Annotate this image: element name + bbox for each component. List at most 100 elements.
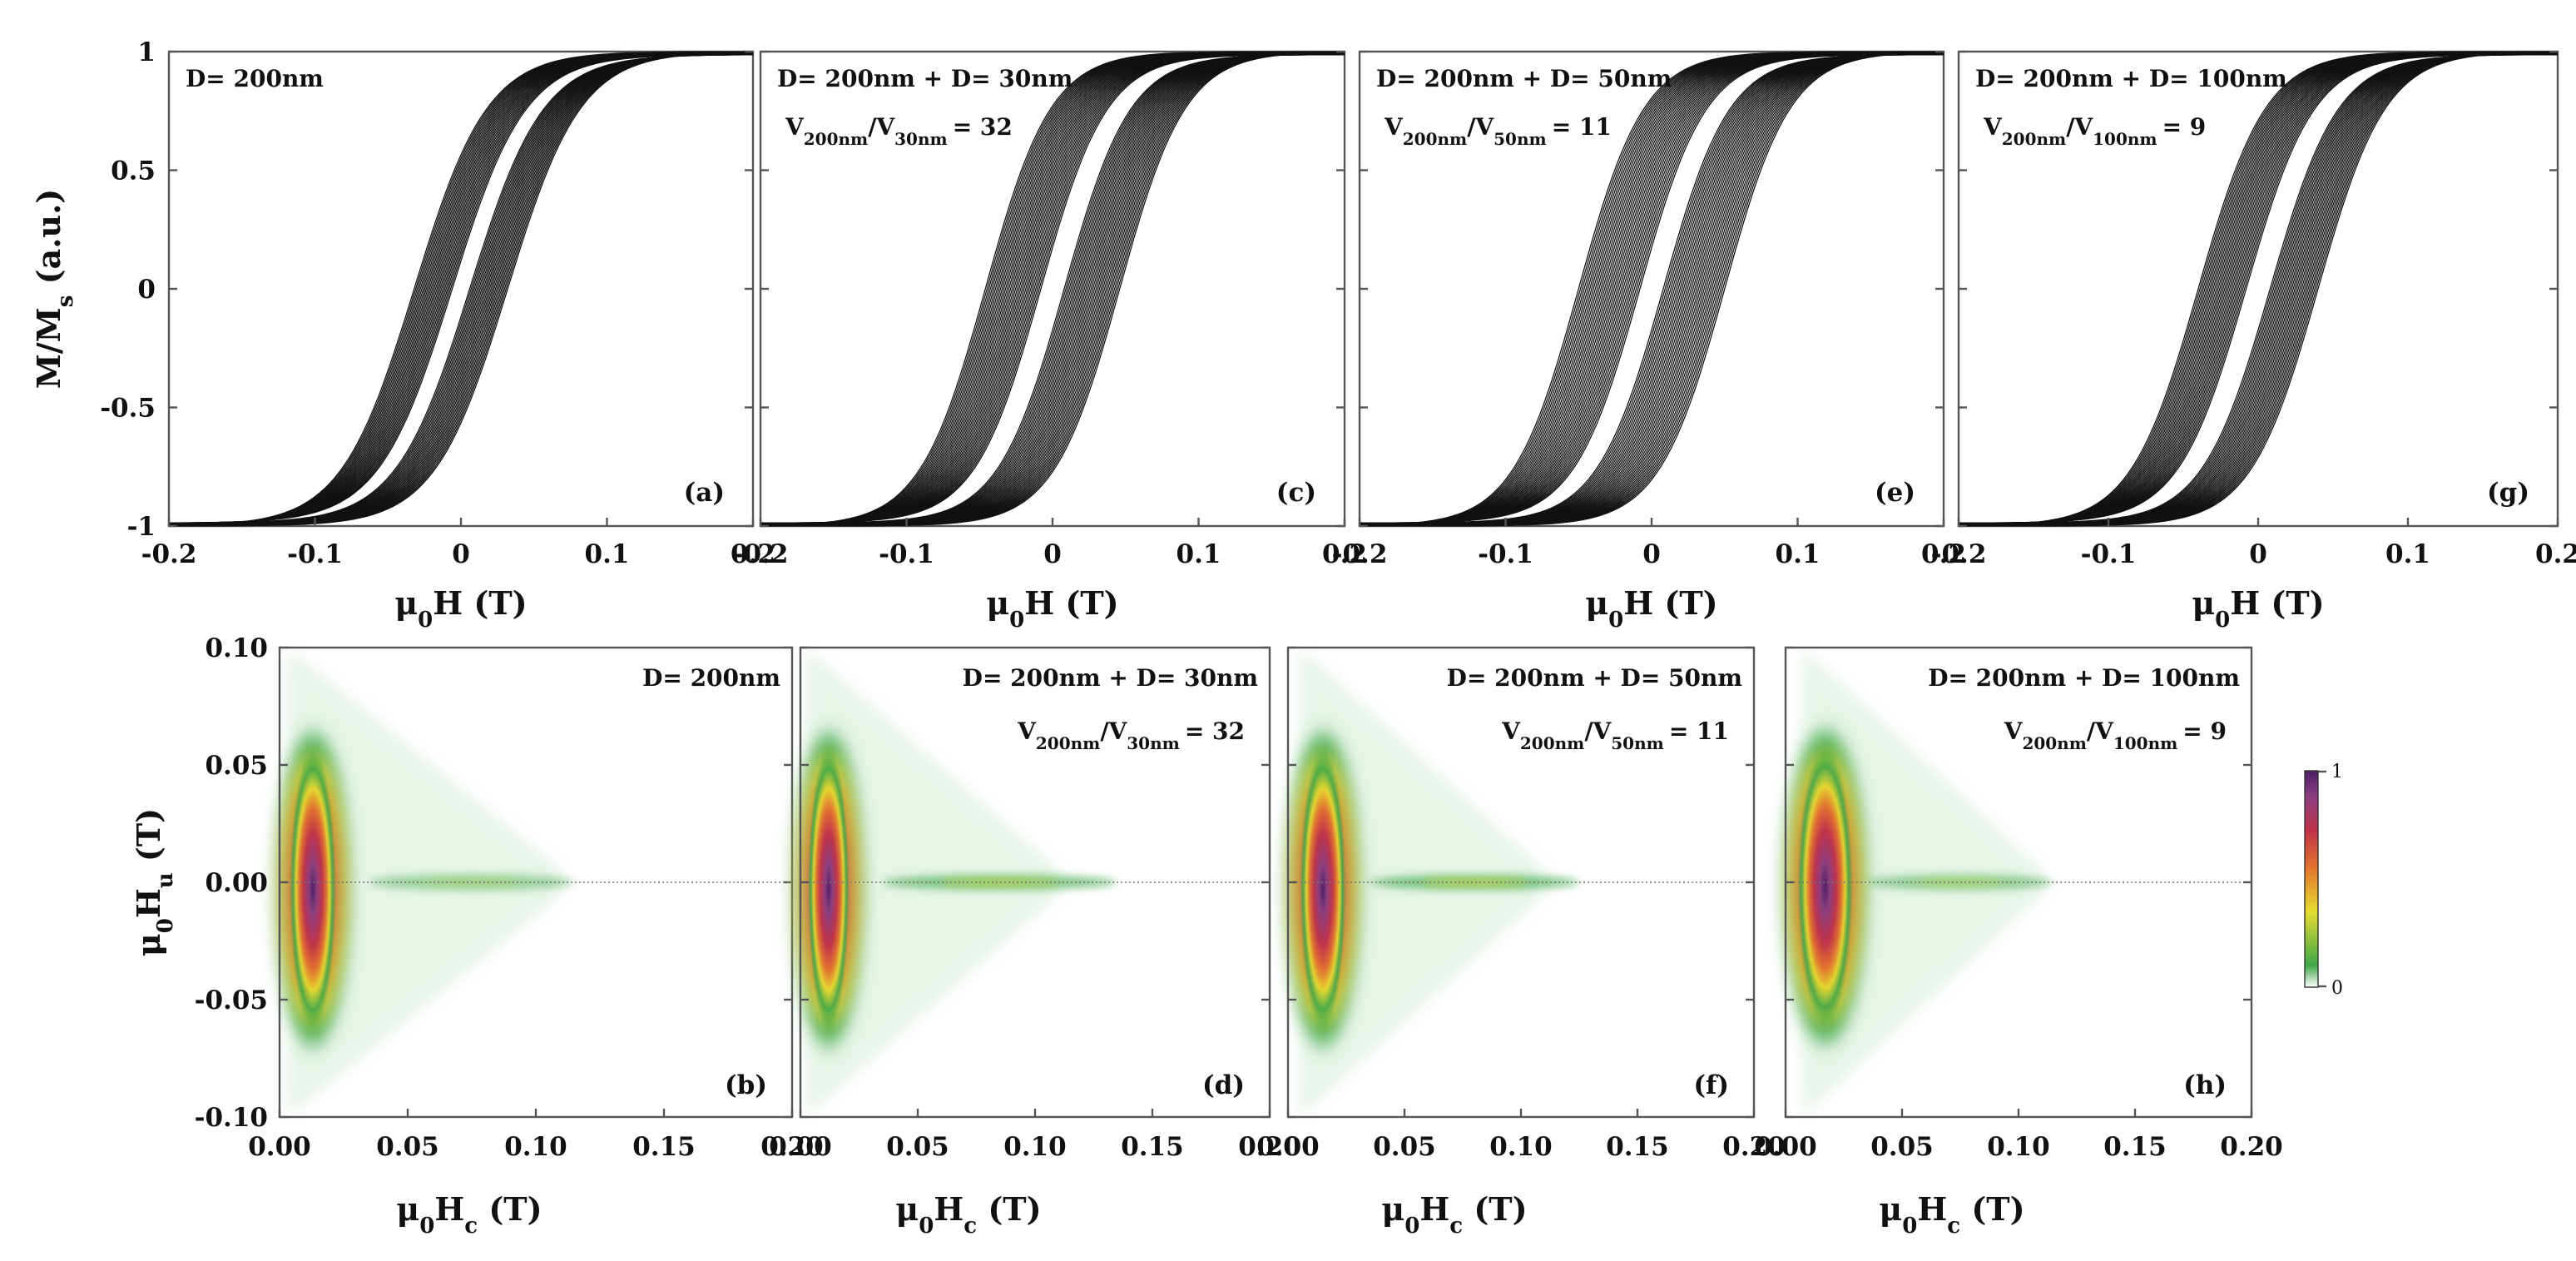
loop-branch bbox=[1359, 51, 1944, 526]
x-axis-label-sym: μ bbox=[986, 584, 1009, 622]
loop-branch bbox=[1360, 52, 1944, 527]
loop-branch bbox=[1958, 54, 2558, 524]
panel-tag: (c) bbox=[1276, 478, 1316, 508]
plot-frame bbox=[1358, 50, 1945, 528]
volume-ratio-b: /V bbox=[2087, 717, 2114, 745]
volume-ratio: V200nm/V30nm = 32 bbox=[1017, 717, 1245, 753]
loop-branch bbox=[168, 52, 753, 526]
x-tick-label: -0.2 bbox=[141, 539, 197, 569]
loop-branch bbox=[760, 53, 1345, 524]
loop-branch bbox=[760, 53, 1345, 524]
loop-branch bbox=[169, 52, 754, 525]
x-axis-label-sub: 0 bbox=[419, 1214, 434, 1239]
loop-branch bbox=[168, 52, 753, 526]
y-tick-label: 1 bbox=[137, 37, 156, 67]
x-axis-label-sub2: c bbox=[1449, 1214, 1463, 1239]
loop-branch bbox=[169, 53, 753, 524]
volume-ratio-c: = 9 bbox=[2162, 113, 2207, 141]
volume-ratio-a-sub: 200nm bbox=[2002, 129, 2066, 149]
loop-branch bbox=[1359, 51, 1944, 526]
loop-branch bbox=[1359, 52, 1944, 526]
volume-ratio-a: V bbox=[1983, 113, 2003, 141]
loop-branch bbox=[1959, 53, 2558, 524]
loop-branch bbox=[1360, 52, 1944, 527]
x-axis-label-rest: H (T) bbox=[1024, 584, 1118, 622]
volume-ratio-a-sub: 200nm bbox=[804, 129, 868, 149]
panel-tag: (a) bbox=[684, 478, 725, 508]
volume-ratio-a: V bbox=[1384, 113, 1404, 141]
loop-branch bbox=[168, 53, 753, 524]
x-axis-label-rest: H bbox=[1419, 1190, 1449, 1228]
y-tick-label: -0.05 bbox=[195, 985, 268, 1015]
loop-branch bbox=[168, 52, 753, 527]
x-tick-label: 0.15 bbox=[1121, 1132, 1184, 1162]
x-axis-label-rest2: (T) bbox=[1960, 1190, 2024, 1228]
x-tick-label: -0.2 bbox=[1931, 539, 1987, 569]
loop-branch bbox=[169, 52, 754, 527]
x-tick-label: -0.1 bbox=[879, 539, 934, 569]
volume-ratio-c: = 11 bbox=[1669, 717, 1729, 745]
loop-branch bbox=[168, 52, 753, 526]
loop-branch bbox=[169, 53, 753, 524]
loop-branch bbox=[1959, 53, 2558, 524]
loop-branch bbox=[169, 52, 754, 526]
loop-branch bbox=[169, 53, 753, 524]
volume-ratio-a-sub: 200nm bbox=[1520, 733, 1584, 753]
x-tick-label: 0.1 bbox=[2385, 539, 2430, 569]
x-axis-label-sub: 0 bbox=[1608, 608, 1623, 633]
loop-branch bbox=[1359, 51, 1944, 526]
y-tick-label: -1 bbox=[127, 512, 156, 542]
x-tick-label: 0.05 bbox=[376, 1132, 439, 1162]
loop-branch bbox=[760, 53, 1345, 524]
irreversible-tail-core bbox=[941, 879, 1059, 886]
x-tick-label: -0.2 bbox=[1332, 539, 1388, 569]
x-tick-label: 0.15 bbox=[632, 1132, 696, 1162]
loop-branch bbox=[760, 53, 1345, 524]
volume-ratio-a-sub: 200nm bbox=[1403, 129, 1467, 149]
loop-branch bbox=[168, 52, 753, 525]
y-axis-label: μ0Hu (T) bbox=[130, 808, 178, 956]
x-axis-label-sym: μ bbox=[396, 1190, 419, 1228]
loop-branch bbox=[169, 52, 754, 526]
x-tick-label: 0.2 bbox=[731, 539, 775, 569]
loop-branch bbox=[168, 52, 753, 524]
loop-branch bbox=[1959, 51, 2558, 527]
y-axis-label: M/Ms (a.u.) bbox=[30, 189, 78, 390]
panel-tag: (f) bbox=[1693, 1070, 1729, 1100]
loop-branch bbox=[169, 52, 754, 526]
loop-branch bbox=[169, 53, 753, 524]
panel-tag: (b) bbox=[725, 1070, 767, 1100]
irreversible-tail-core bbox=[1422, 879, 1527, 886]
x-tick-label: 0.2 bbox=[1921, 539, 1966, 569]
loop-branch bbox=[169, 53, 754, 524]
volume-ratio-c: = 32 bbox=[953, 113, 1013, 141]
volume-ratio-b-sub: 30nm bbox=[1127, 733, 1180, 753]
volume-ratio-a-sub: 200nm bbox=[1036, 733, 1100, 753]
x-tick-label: 0.20 bbox=[760, 1132, 824, 1162]
x-tick-label: 0.1 bbox=[585, 539, 630, 569]
loop-branch bbox=[169, 53, 753, 524]
loop-branch bbox=[1959, 53, 2558, 524]
x-axis-label: μ0Hc (T) bbox=[1381, 1190, 1527, 1239]
loop-branch bbox=[760, 53, 1345, 524]
y-tick-label: -0.5 bbox=[100, 394, 156, 424]
y-axis-label-sub: s bbox=[53, 295, 78, 308]
volume-ratio-a: V bbox=[2004, 717, 2024, 745]
panel-tag: (g) bbox=[2487, 478, 2529, 508]
loop-branch bbox=[169, 52, 753, 526]
loop-family bbox=[1958, 51, 2559, 527]
forc-panel-f: 0.00 0.05 0.10 0.15 0.20 μ0Hc (T) D= 200nm + D… bbox=[1256, 646, 1786, 1239]
x-tick-label: 0.15 bbox=[2103, 1132, 2167, 1162]
loop-branch bbox=[760, 53, 1345, 524]
loop-branch bbox=[1959, 54, 2559, 524]
x-axis-label-rest: H bbox=[934, 1190, 964, 1228]
loop-branch bbox=[760, 53, 1345, 524]
loop-branch bbox=[1959, 53, 2558, 524]
y-tick-label: 0.5 bbox=[111, 156, 156, 186]
volume-ratio-b: /V bbox=[1467, 113, 1494, 141]
x-axis-label-sub2: c bbox=[964, 1214, 977, 1239]
x-axis-label-rest: H bbox=[434, 1190, 464, 1228]
forc-panel-b: 0.00 0.05 0.10 0.15 0.20 0.10 0.05 0.00 -0.05 -0.… bbox=[130, 633, 824, 1239]
x-tick-label: 0.20 bbox=[2220, 1132, 2283, 1162]
